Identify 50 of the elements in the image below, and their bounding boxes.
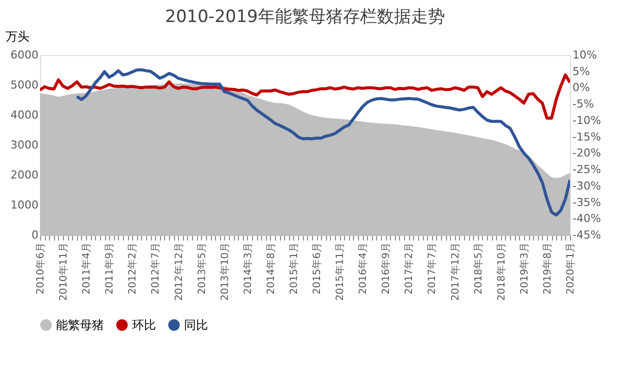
x-tick-label: 2014年8月: [264, 242, 277, 294]
y2-tick-label: 0%: [572, 81, 590, 94]
y-axis-title: 万头: [6, 30, 30, 44]
y2-tick-label: -10%: [572, 114, 601, 127]
x-tick-label: 2010年6月: [34, 242, 46, 294]
x-tick-label: 2015年11月: [334, 242, 346, 301]
x-tick-label: 2019年3月: [518, 242, 530, 294]
y2-tick-label: -45%: [572, 228, 601, 242]
legend-label: 能繁母猪: [56, 318, 104, 332]
y2-tick-label: -25%: [572, 163, 601, 176]
y2-tick-label: 5%: [572, 64, 590, 78]
x-tick-label: 2010年11月: [58, 242, 70, 301]
x-tick-label: 2013年10月: [218, 242, 231, 301]
x-tick-label: 2018年5月: [472, 242, 484, 294]
x-tick-label: 2015年6月: [311, 242, 324, 294]
x-tick-label: 2011年4月: [80, 242, 93, 294]
x-tick-label: 2012年7月: [150, 242, 162, 294]
legend-label: 同比: [184, 318, 208, 332]
x-tick-label: 2012年2月: [126, 242, 139, 294]
y-tick-label: 1000: [10, 198, 38, 212]
y-tick-label: 0: [32, 228, 38, 242]
x-tick-label: 2019年8月: [541, 242, 554, 294]
y2-tick-label: -20%: [572, 146, 601, 160]
y-tick-label: 5000: [10, 78, 38, 92]
y2-tick-label: -35%: [572, 196, 601, 209]
y-tick-label: 3000: [10, 138, 38, 152]
x-tick-label: 2016年4月: [357, 242, 370, 294]
y-tick-label: 2000: [10, 168, 38, 182]
line-series: [75, 68, 570, 217]
y2-tick-label: 10%: [572, 48, 597, 62]
x-tick-label: 2017年12月: [449, 242, 462, 301]
x-tick-label: 2017年2月: [403, 242, 416, 294]
y2-tick-label: -15%: [572, 130, 601, 144]
y2-tick-label: -30%: [572, 179, 601, 192]
x-tick-label: 2014年3月: [242, 242, 254, 294]
x-tick-label: 2013年5月: [196, 242, 208, 294]
legend-label: 环比: [132, 318, 156, 332]
x-tick-label: 2011年9月: [104, 242, 116, 294]
y-tick-label: 4000: [10, 108, 38, 122]
x-tick-label: 2018年10月: [495, 242, 508, 301]
x-tick-label: 2020年1月: [564, 242, 576, 294]
x-tick-label: 2015年1月: [288, 242, 300, 294]
y-tick-label: 6000: [10, 48, 38, 62]
chart-title: 2010-2019年能繁母猪存栏数据走势: [165, 7, 445, 27]
x-tick-label: 2012年12月: [172, 242, 185, 301]
x-tick-label: 2017年7月: [426, 242, 438, 294]
x-tick-label: 2016年9月: [380, 242, 392, 294]
y2-tick-label: -40%: [572, 212, 601, 226]
y2-tick-label: -5%: [572, 98, 594, 111]
line-series: [40, 73, 570, 120]
